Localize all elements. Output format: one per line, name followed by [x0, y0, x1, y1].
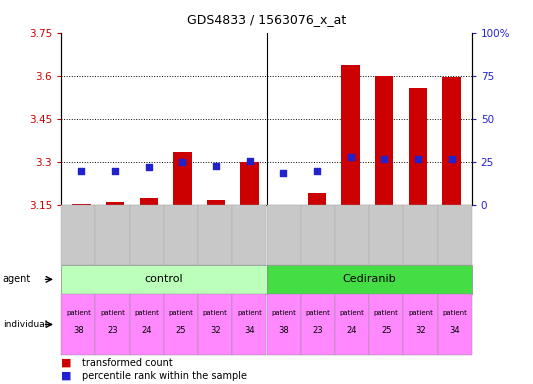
Bar [173, 152, 192, 205]
Text: ■: ■ [61, 358, 72, 368]
Bar [308, 193, 326, 205]
Point [212, 162, 220, 169]
Bar [375, 76, 393, 205]
Text: patient: patient [66, 310, 91, 316]
Text: 24: 24 [347, 326, 357, 335]
Point [279, 169, 288, 175]
Text: patient: patient [168, 310, 193, 316]
Text: patient: patient [305, 310, 330, 316]
Text: 25: 25 [381, 326, 391, 335]
Text: 23: 23 [312, 326, 323, 335]
Text: 23: 23 [107, 326, 118, 335]
Text: 38: 38 [73, 326, 84, 335]
Point [111, 168, 119, 174]
Point [380, 156, 389, 162]
Text: 25: 25 [176, 326, 186, 335]
Text: patient: patient [442, 310, 467, 316]
Bar [207, 200, 225, 205]
Point [313, 168, 321, 174]
Text: 34: 34 [449, 326, 460, 335]
Text: patient: patient [340, 310, 365, 316]
Text: 34: 34 [244, 326, 255, 335]
Bar [409, 88, 427, 205]
Point [245, 157, 254, 164]
Text: GDS4833 / 1563076_x_at: GDS4833 / 1563076_x_at [187, 13, 346, 26]
Point [178, 159, 187, 165]
Bar [442, 77, 461, 205]
Bar [72, 204, 91, 205]
Text: patient: patient [237, 310, 262, 316]
Point [144, 164, 153, 170]
Text: 38: 38 [278, 326, 289, 335]
Text: 32: 32 [415, 326, 426, 335]
Text: transformed count: transformed count [82, 358, 172, 368]
Text: patient: patient [134, 310, 159, 316]
Point [414, 156, 422, 162]
Text: patient: patient [100, 310, 125, 316]
Text: 32: 32 [210, 326, 221, 335]
Bar [341, 65, 360, 205]
Point [77, 168, 86, 174]
Text: Cediranib: Cediranib [342, 274, 396, 285]
Bar [240, 162, 259, 205]
Text: 24: 24 [142, 326, 152, 335]
Text: agent: agent [3, 274, 31, 285]
Text: patient: patient [408, 310, 433, 316]
Text: individual: individual [3, 320, 47, 329]
Point [346, 154, 355, 160]
Text: patient: patient [271, 310, 296, 316]
Text: patient: patient [203, 310, 228, 316]
Text: ■: ■ [61, 371, 72, 381]
Bar [140, 198, 158, 205]
Point [447, 156, 456, 162]
Text: percentile rank within the sample: percentile rank within the sample [82, 371, 247, 381]
Bar [106, 202, 124, 205]
Text: patient: patient [374, 310, 399, 316]
Text: control: control [144, 274, 183, 285]
